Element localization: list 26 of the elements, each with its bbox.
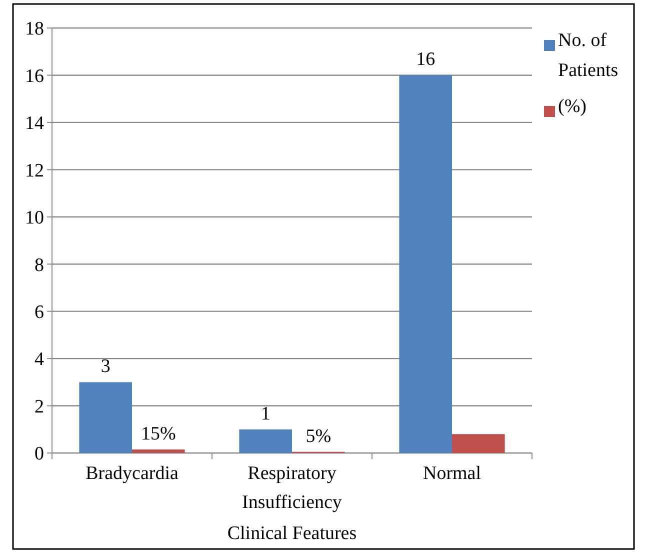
data-label: 16 <box>416 49 436 70</box>
y-tick-label: 8 <box>34 254 44 276</box>
data-label: 3 <box>100 356 110 378</box>
y-tick-label: 18 <box>25 18 44 40</box>
y-tick-label: 6 <box>34 302 44 323</box>
x-tick-label: Bradycardia <box>86 463 179 484</box>
bar <box>399 75 452 453</box>
y-tick-label: 14 <box>25 113 44 134</box>
data-label: 1 <box>260 403 270 424</box>
y-tick-label: 12 <box>25 160 44 182</box>
bar <box>79 382 132 453</box>
y-tick-label: 4 <box>34 349 44 370</box>
y-tick-label: 0 <box>34 444 44 465</box>
y-tick-label: 2 <box>34 396 44 418</box>
legend-label: No. of Patients <box>558 30 618 81</box>
data-label: 5% <box>306 426 332 447</box>
y-tick-label: 10 <box>25 208 44 229</box>
data-label: 15% <box>140 423 176 444</box>
legend-label: (%) <box>558 96 586 117</box>
y-tick-label: 16 <box>25 66 44 87</box>
x-tick-label: Respiratory Insufficiency <box>242 463 342 513</box>
x-axis-title: Clinical Features <box>227 523 357 544</box>
bar <box>239 429 292 453</box>
bar <box>132 449 185 453</box>
bar <box>452 434 505 453</box>
x-tick-label: Normal <box>422 463 482 484</box>
